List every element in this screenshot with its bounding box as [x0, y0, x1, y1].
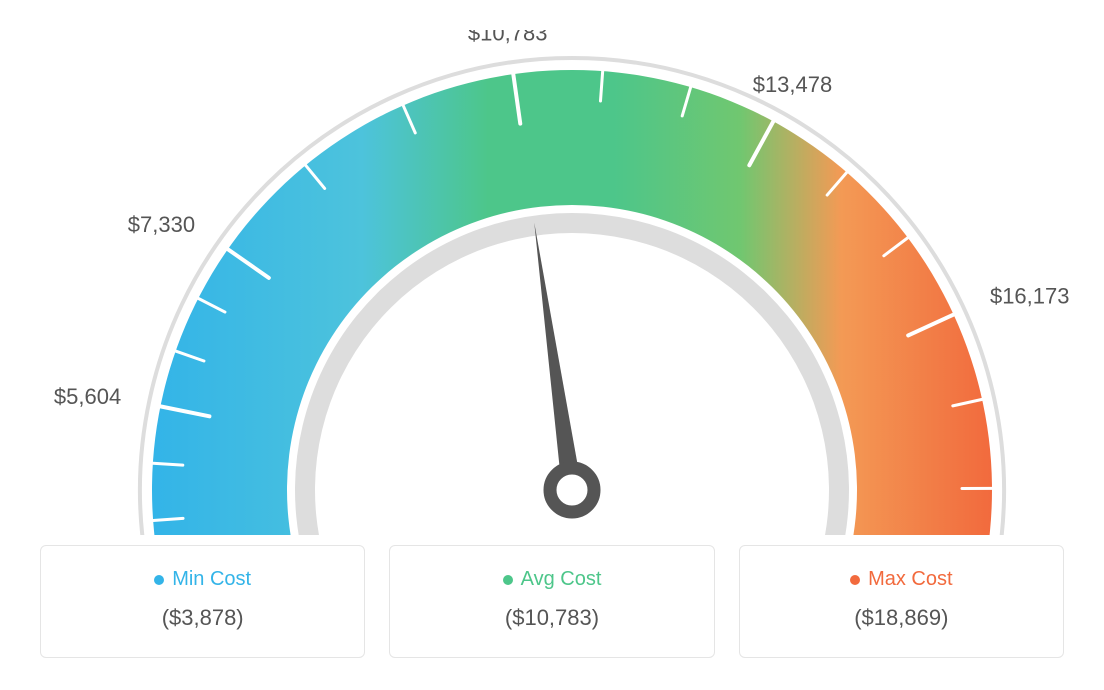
min-cost-card: Min Cost ($3,878) — [40, 545, 365, 658]
max-cost-dot — [850, 575, 860, 585]
max-cost-title-row: Max Cost — [750, 568, 1053, 591]
svg-text:$10,783: $10,783 — [468, 30, 548, 45]
avg-cost-title: Avg Cost — [521, 568, 602, 591]
max-cost-value: ($18,869) — [750, 605, 1053, 631]
gauge-svg: $3,878$5,604$7,330$10,783$13,478$16,173$… — [20, 30, 1084, 535]
avg-cost-dot — [503, 575, 513, 585]
min-cost-dot — [154, 575, 164, 585]
avg-cost-value: ($10,783) — [400, 605, 703, 631]
svg-text:$16,173: $16,173 — [990, 284, 1070, 309]
svg-text:$5,604: $5,604 — [54, 384, 121, 409]
avg-cost-card: Avg Cost ($10,783) — [389, 545, 714, 658]
max-cost-card: Max Cost ($18,869) — [739, 545, 1064, 658]
svg-text:$13,478: $13,478 — [753, 72, 833, 97]
cost-summary-cards: Min Cost ($3,878) Avg Cost ($10,783) Max… — [20, 545, 1084, 658]
max-cost-title: Max Cost — [868, 568, 952, 591]
min-cost-title: Min Cost — [172, 568, 251, 591]
cost-gauge: $3,878$5,604$7,330$10,783$13,478$16,173$… — [20, 30, 1084, 535]
min-cost-value: ($3,878) — [51, 605, 354, 631]
svg-text:$7,330: $7,330 — [128, 212, 195, 237]
min-cost-title-row: Min Cost — [51, 568, 354, 591]
avg-cost-title-row: Avg Cost — [400, 568, 703, 591]
